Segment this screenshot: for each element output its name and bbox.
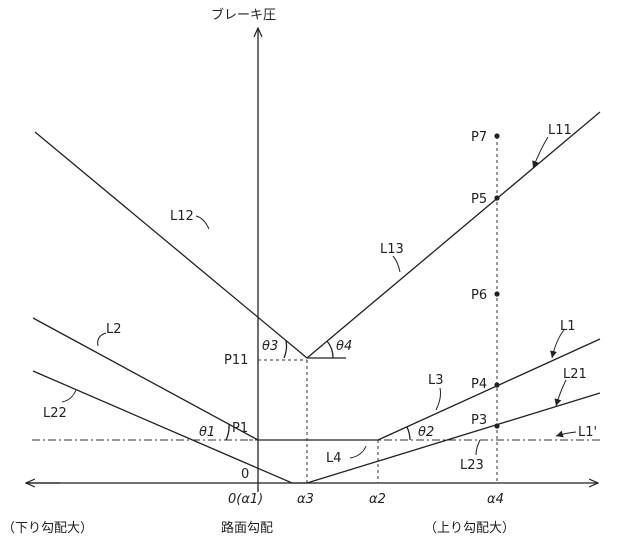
label-theta4: θ4: [336, 339, 352, 354]
leader-L23: [475, 439, 481, 456]
label-L12: L12: [170, 209, 194, 224]
leader-L1: [550, 329, 565, 359]
label-P11: P11: [224, 353, 248, 368]
leader-L4: [349, 445, 367, 459]
label-P5: P5: [471, 192, 487, 207]
label-P7: P7: [471, 130, 487, 145]
leader-L13: [392, 255, 401, 273]
leader-L11: [532, 136, 549, 169]
right-caption: （上り勾配大）: [424, 521, 515, 536]
point-P7: [494, 133, 500, 139]
label-P3: P3: [471, 413, 487, 428]
leader-L3: [435, 387, 441, 411]
leader-L22: [61, 389, 77, 403]
point-P6: [494, 291, 500, 297]
line-L22-L21: [32, 370, 601, 484]
label-P1: P1: [232, 421, 248, 436]
tick-zero-y: 0: [241, 467, 249, 482]
label-theta1: θ1: [199, 425, 215, 440]
tick-alpha3: α3: [297, 492, 314, 507]
label-P4: P4: [471, 377, 487, 392]
theta4-arc: [326, 340, 334, 359]
left-caption: （下り勾配大）: [2, 521, 93, 536]
line-L2-L1: [32, 317, 601, 441]
label-L3: L3: [428, 373, 444, 388]
tick-alpha2: α2: [369, 492, 386, 507]
label-theta2: θ2: [418, 425, 434, 440]
tick-zero-x: 0(α1): [228, 492, 263, 507]
leader-L21: [554, 379, 567, 407]
point-P3: [494, 423, 500, 429]
leader-L1p: [555, 430, 577, 438]
leader-L12: [195, 215, 210, 230]
theta2-arc: [406, 426, 411, 441]
x-axis-title: 路面勾配: [221, 520, 273, 536]
theta1-arc: [225, 423, 230, 441]
line-L12: [34, 131, 308, 359]
label-L21: L21: [563, 367, 587, 382]
label-L2: L2: [106, 322, 122, 337]
label-L4: L4: [326, 451, 342, 466]
label-L1: L1: [560, 319, 576, 334]
label-L13: L13: [380, 242, 404, 257]
theta3-arc: [283, 340, 288, 359]
label-L23: L23: [460, 458, 484, 473]
y-axis-title: ブレーキ圧: [211, 7, 276, 23]
label-theta3: θ3: [262, 339, 278, 354]
leader-L2: [97, 332, 107, 347]
point-P5: [494, 195, 500, 201]
label-L1-prime: L1': [578, 425, 597, 440]
line-L13: [306, 111, 601, 359]
label-L11: L11: [548, 123, 572, 138]
label-L22: L22: [43, 406, 67, 421]
label-P6: P6: [471, 288, 487, 303]
tick-alpha4: α4: [487, 492, 504, 507]
point-P4: [494, 382, 500, 388]
